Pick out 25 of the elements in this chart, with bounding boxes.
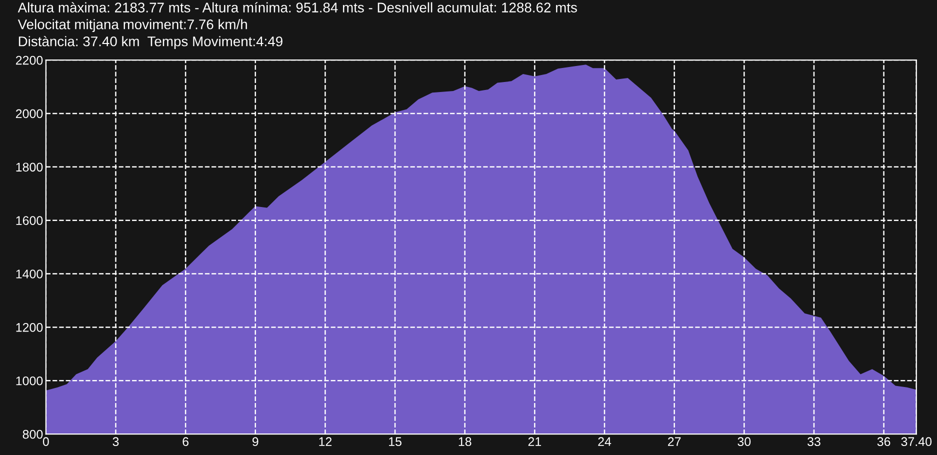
x-tick-label: 9: [252, 437, 258, 446]
x-tick-label: 33: [808, 437, 820, 446]
x-tick-label: 37.40: [901, 437, 932, 446]
chart-subtitle: Velocitat mitjana moviment:7.76 km/h: [18, 19, 247, 32]
x-tick-label: 27: [668, 437, 681, 446]
x-tick-label: 6: [182, 437, 188, 446]
y-tick-label: 800: [22, 430, 43, 439]
x-tick-label: 15: [389, 437, 402, 446]
y-tick-label: 1000: [16, 376, 43, 386]
y-tick-label: 1600: [16, 216, 43, 225]
x-tick-label: 18: [458, 437, 472, 446]
chart-title: Altura màxima: 2183.77 mts - Altura mínima: 951.84 mts - Desnivell acumulat: 1288.62 mts: [18, 2, 577, 12]
x-tick-label: 30: [738, 437, 751, 446]
x-tick-label: 3: [112, 437, 119, 446]
y-tick-label: 1800: [16, 162, 43, 172]
x-tick-label: 12: [319, 437, 332, 446]
y-tick-label: 2000: [16, 109, 43, 118]
x-tick-label: 36: [877, 437, 890, 446]
x-tick-label: 24: [598, 437, 612, 446]
x-tick-label: 0: [42, 437, 49, 446]
x-tick-label: 21: [528, 437, 542, 446]
y-tick-label: 2200: [16, 56, 43, 65]
y-tick-label: 1400: [16, 270, 43, 278]
y-tick-label: 1200: [16, 323, 43, 332]
text: Distància: 37.40 km Temps Moviment:4:49: [18, 36, 282, 50]
